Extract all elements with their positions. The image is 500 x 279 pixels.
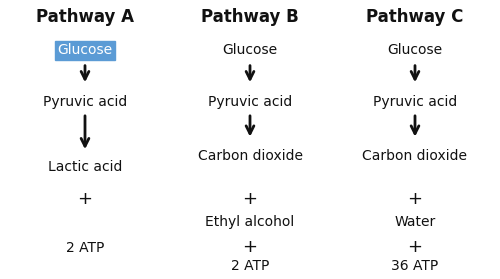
Text: +: + <box>78 191 92 208</box>
Text: 2 ATP: 2 ATP <box>231 259 269 273</box>
Text: Pyruvic acid: Pyruvic acid <box>208 95 292 109</box>
Text: +: + <box>242 191 258 208</box>
Text: +: + <box>408 191 422 208</box>
Text: Glucose: Glucose <box>222 43 278 57</box>
Text: 36 ATP: 36 ATP <box>392 259 438 273</box>
Text: Pathway C: Pathway C <box>366 8 464 26</box>
Text: +: + <box>408 238 422 256</box>
Text: Pyruvic acid: Pyruvic acid <box>43 95 127 109</box>
Text: Pyruvic acid: Pyruvic acid <box>373 95 457 109</box>
Text: Pathway B: Pathway B <box>201 8 299 26</box>
Text: Carbon dioxide: Carbon dioxide <box>198 149 302 163</box>
Text: Lactic acid: Lactic acid <box>48 160 122 174</box>
Text: Ethyl alcohol: Ethyl alcohol <box>206 215 294 229</box>
Text: 2 ATP: 2 ATP <box>66 241 104 255</box>
Text: Water: Water <box>394 215 436 229</box>
Text: Glucose: Glucose <box>388 43 442 57</box>
Text: Glucose: Glucose <box>58 43 112 57</box>
Text: Carbon dioxide: Carbon dioxide <box>362 149 468 163</box>
Text: +: + <box>242 238 258 256</box>
Text: Pathway A: Pathway A <box>36 8 134 26</box>
